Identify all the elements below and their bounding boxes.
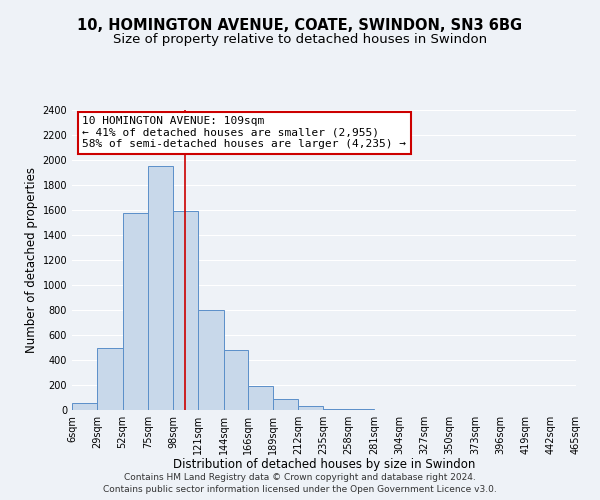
Bar [173,211,198,410]
Text: Contains public sector information licensed under the Open Government Licence v3: Contains public sector information licen… [103,484,497,494]
Bar [122,212,148,410]
X-axis label: Distribution of detached houses by size in Swindon: Distribution of detached houses by size … [173,458,475,471]
Bar [97,348,122,410]
Text: 10 HOMINGTON AVENUE: 109sqm
← 41% of detached houses are smaller (2,955)
58% of : 10 HOMINGTON AVENUE: 109sqm ← 41% of det… [82,116,406,149]
Bar [148,166,173,410]
Y-axis label: Number of detached properties: Number of detached properties [25,167,38,353]
Bar [198,310,224,410]
Text: 10, HOMINGTON AVENUE, COATE, SWINDON, SN3 6BG: 10, HOMINGTON AVENUE, COATE, SWINDON, SN… [77,18,523,32]
Text: Size of property relative to detached houses in Swindon: Size of property relative to detached ho… [113,32,487,46]
Bar [248,386,273,410]
Bar [323,409,349,410]
Bar [298,406,323,410]
Bar [273,399,298,410]
Bar [72,403,97,410]
Text: Contains HM Land Registry data © Crown copyright and database right 2024.: Contains HM Land Registry data © Crown c… [124,473,476,482]
Bar [224,350,248,410]
